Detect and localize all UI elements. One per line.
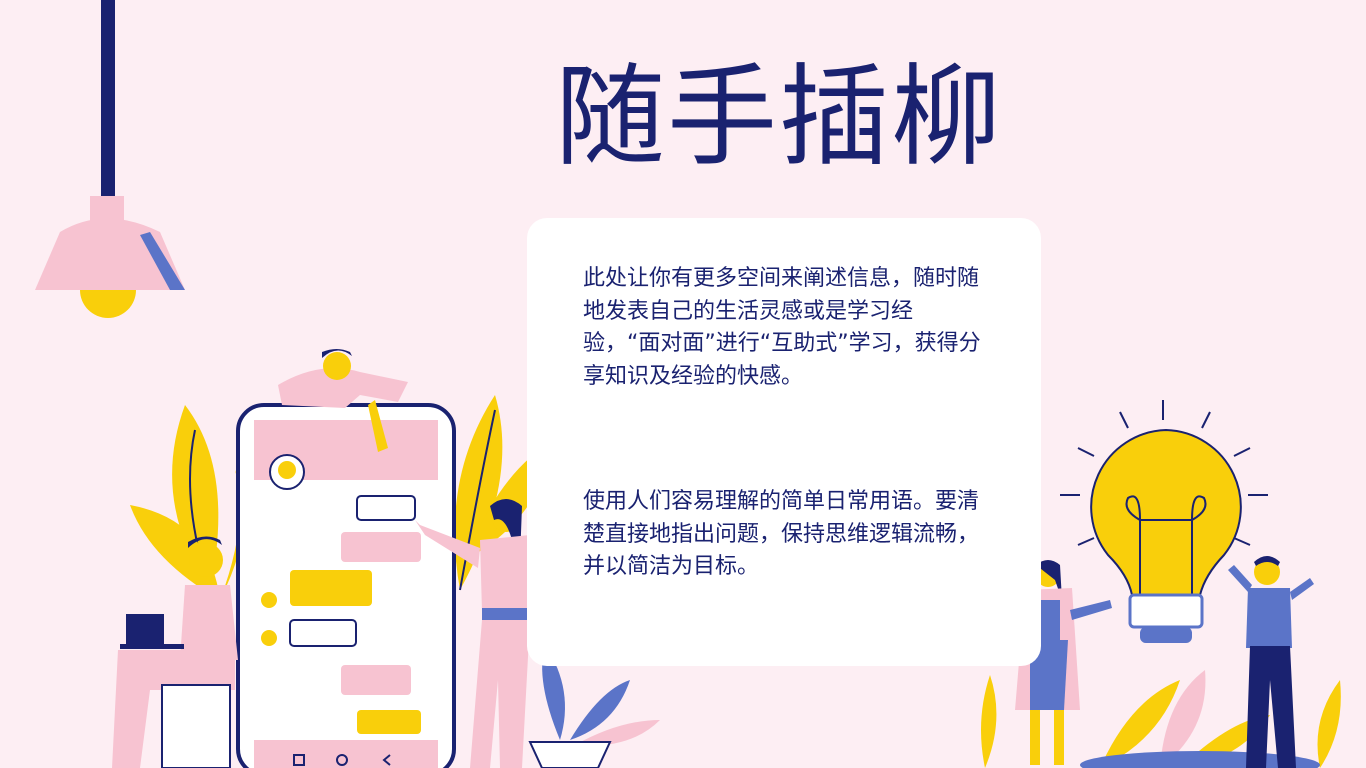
leaf-icon — [130, 405, 245, 600]
person-figure — [278, 349, 408, 452]
body-paragraph: 使用人们容易理解的简单日常用语。要清楚直接地指出问题，保持思维逻辑流畅，并以简洁… — [583, 489, 980, 579]
laptop-icon — [120, 614, 184, 649]
smartphone-icon — [236, 403, 456, 768]
ceiling-lamp-icon — [35, 0, 185, 318]
person-figure — [112, 536, 238, 768]
leaf-icon — [528, 645, 660, 768]
person-figure — [1228, 556, 1314, 768]
page-title: 随手插柳 — [555, 53, 1003, 181]
text-card: 此处让你有更多空间来阐述信息，随时随地发表自己的生活灵感或是学习经验，“面对面”… — [527, 218, 1041, 666]
lightbulb-icon — [1060, 400, 1268, 643]
body-paragraph: 此处让你有更多空间来阐述信息，随时随地发表自己的生活灵感或是学习经验，“面对面”… — [583, 266, 981, 389]
